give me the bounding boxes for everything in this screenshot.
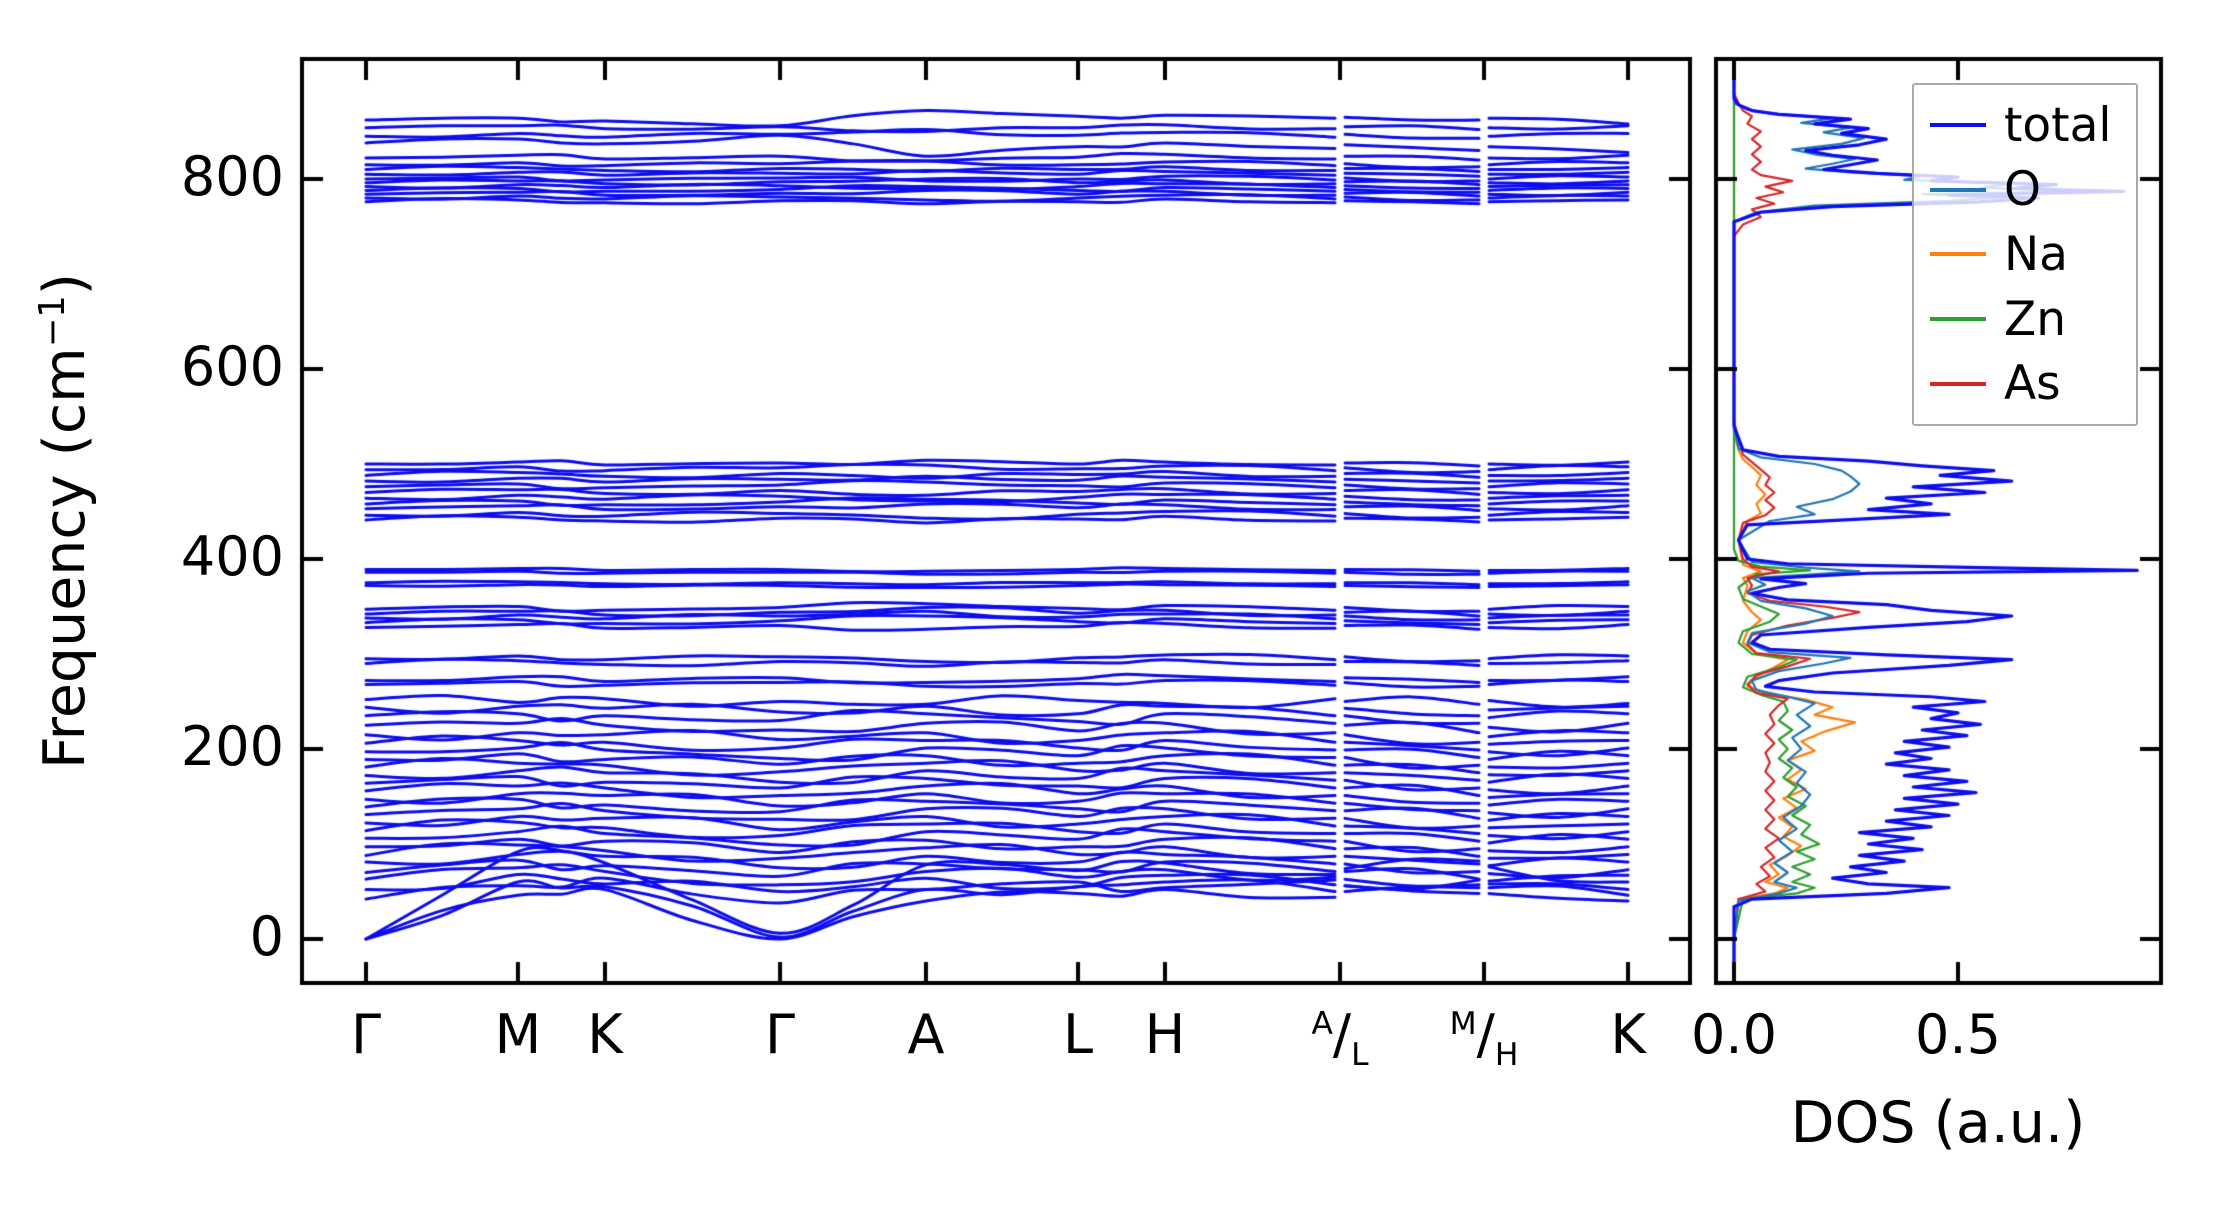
- legend-label: Zn: [2004, 291, 2066, 347]
- legend-label: Na: [2004, 226, 2068, 282]
- legend-entry-O: O: [1930, 166, 2136, 213]
- k-point-label-5: L: [1062, 1003, 1094, 1066]
- legend-line-icon: [1930, 252, 1986, 257]
- legend-entry-Na: Na: [1930, 231, 2136, 278]
- y-axis-label-suffix: ): [32, 272, 98, 296]
- k-point-label-2: K: [587, 1003, 623, 1066]
- k-point-label-7: A/L: [1311, 1003, 1369, 1073]
- legend-line-icon: [1930, 187, 1986, 192]
- legend-label: As: [2004, 356, 2061, 412]
- y-tick-label-400: 400: [180, 524, 284, 588]
- legend-label: total: [2004, 97, 2112, 153]
- y-tick-label-600: 600: [180, 334, 284, 398]
- y-tick-label-200: 200: [180, 714, 284, 778]
- k-point-label-9: K: [1610, 1003, 1646, 1066]
- k-point-label-8: M/H: [1449, 1003, 1519, 1073]
- dos-tick-label-0.0: 0.0: [1691, 1003, 1777, 1066]
- legend-line-icon: [1930, 123, 1986, 128]
- k-point-label-3: Γ: [765, 1003, 796, 1066]
- y-tick-label-800: 800: [180, 144, 284, 208]
- legend-line-icon: [1930, 317, 1986, 322]
- k-point-label-0: Γ: [350, 1003, 382, 1066]
- y-axis-label: Frequency (cm−1): [32, 273, 98, 769]
- y-tick-label-0: 0: [249, 904, 284, 968]
- k-point-label-4: A: [907, 1003, 945, 1066]
- legend-line-icon: [1930, 381, 1986, 386]
- y-axis-label-superscript: −1: [32, 295, 73, 348]
- legend-label: O: [2004, 162, 2041, 218]
- dos-axis-label: DOS (a.u.): [1790, 1090, 2086, 1156]
- k-point-label-1: M: [494, 1003, 542, 1066]
- dos-tick-label-0.5: 0.5: [1915, 1003, 2001, 1066]
- legend-entry-As: As: [1930, 360, 2136, 407]
- y-axis-label-text: Frequency (cm: [32, 347, 98, 770]
- k-point-label-6: H: [1144, 1003, 1186, 1066]
- legend-entry-total: total: [1930, 102, 2136, 149]
- legend-entry-Zn: Zn: [1930, 296, 2136, 343]
- legend: total O Na Zn As: [1912, 83, 2138, 426]
